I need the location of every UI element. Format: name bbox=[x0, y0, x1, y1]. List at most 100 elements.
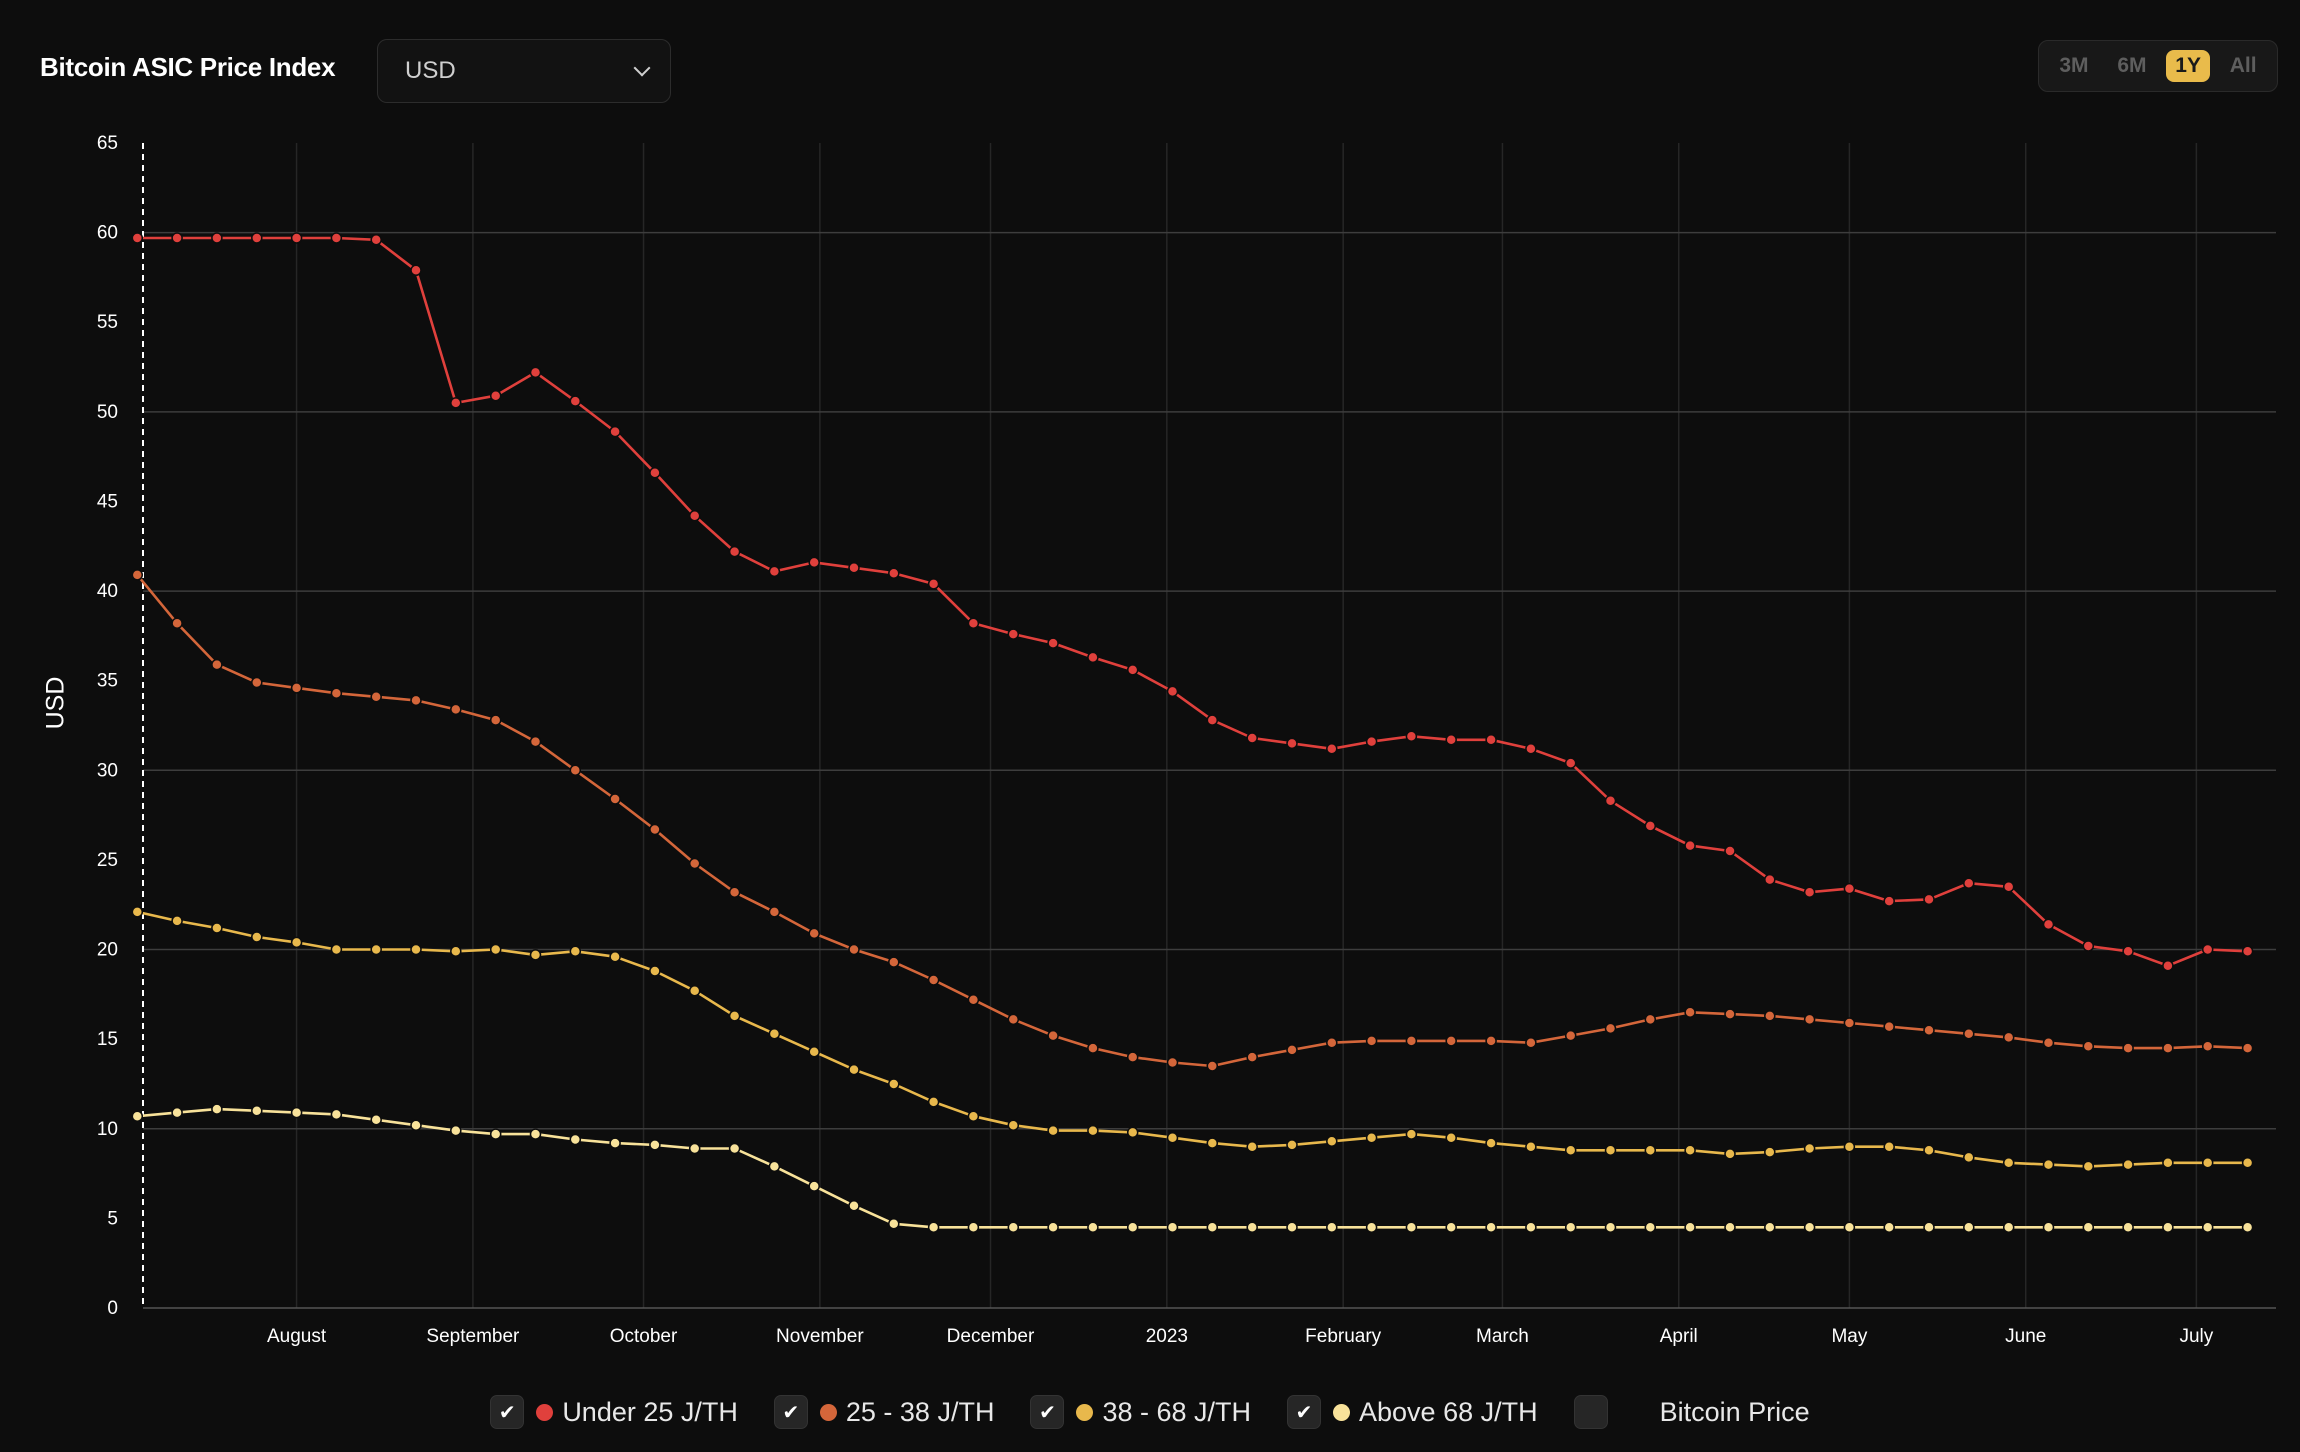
data-point[interactable] bbox=[1843, 1140, 1856, 1153]
data-point[interactable] bbox=[1604, 795, 1617, 807]
data-point[interactable] bbox=[1286, 1221, 1298, 1234]
data-point[interactable] bbox=[211, 1103, 223, 1115]
data-point[interactable] bbox=[330, 1108, 343, 1121]
data-point[interactable] bbox=[1564, 757, 1577, 769]
legend-item-25-38[interactable]: ✔ 25 - 38 J/TH bbox=[773, 1395, 994, 1429]
data-point[interactable] bbox=[569, 395, 582, 407]
data-point[interactable] bbox=[410, 1119, 422, 1131]
data-point[interactable] bbox=[211, 232, 223, 244]
data-point[interactable] bbox=[370, 943, 382, 956]
data-point[interactable] bbox=[927, 1096, 940, 1108]
data-point[interactable] bbox=[171, 915, 183, 927]
data-point[interactable] bbox=[1644, 1013, 1657, 1026]
data-point[interactable] bbox=[2042, 1158, 2055, 1171]
data-point[interactable] bbox=[2082, 1040, 2095, 1053]
data-point[interactable] bbox=[888, 1078, 900, 1090]
data-point[interactable] bbox=[1126, 664, 1139, 676]
data-point[interactable] bbox=[1007, 1013, 1020, 1026]
data-point[interactable] bbox=[768, 1160, 781, 1173]
data-point[interactable] bbox=[808, 556, 820, 569]
data-point[interactable] bbox=[1365, 1035, 1378, 1047]
range-button-1y[interactable]: 1Y bbox=[2166, 50, 2210, 82]
range-button-all[interactable]: All bbox=[2229, 54, 2257, 77]
data-point[interactable] bbox=[728, 1142, 741, 1155]
data-point[interactable] bbox=[927, 1221, 940, 1234]
data-point[interactable] bbox=[1684, 1221, 1696, 1234]
data-point[interactable] bbox=[1126, 1221, 1139, 1234]
data-point[interactable] bbox=[1047, 1124, 1059, 1137]
data-point[interactable] bbox=[370, 234, 382, 246]
data-point[interactable] bbox=[688, 985, 701, 997]
data-point[interactable] bbox=[1644, 1221, 1657, 1234]
data-point[interactable] bbox=[2162, 959, 2174, 972]
data-point[interactable] bbox=[1923, 893, 1935, 906]
data-point[interactable] bbox=[728, 886, 741, 898]
data-point[interactable] bbox=[1246, 1140, 1258, 1153]
data-point[interactable] bbox=[2002, 1221, 2015, 1234]
data-point[interactable] bbox=[768, 565, 781, 578]
data-point[interactable] bbox=[609, 425, 621, 438]
data-point[interactable] bbox=[132, 906, 144, 918]
data-point[interactable] bbox=[1206, 1221, 1219, 1234]
data-point[interactable] bbox=[370, 691, 382, 703]
data-point[interactable] bbox=[1883, 895, 1895, 907]
data-point[interactable] bbox=[728, 545, 741, 558]
data-point[interactable] bbox=[1644, 820, 1657, 832]
data-point[interactable] bbox=[808, 1180, 820, 1192]
data-point[interactable] bbox=[2122, 1042, 2134, 1054]
data-point[interactable] bbox=[1326, 1135, 1338, 1148]
data-point[interactable] bbox=[927, 974, 940, 986]
legend-item-above-68[interactable]: ✔ Above 68 J/TH bbox=[1287, 1395, 1538, 1429]
data-point[interactable] bbox=[1286, 737, 1298, 750]
data-point[interactable] bbox=[1803, 886, 1816, 898]
data-point[interactable] bbox=[1246, 1051, 1258, 1063]
data-point[interactable] bbox=[2002, 881, 2015, 893]
data-point[interactable] bbox=[2241, 1157, 2254, 1169]
data-point[interactable] bbox=[1963, 1028, 1975, 1040]
check-icon[interactable]: ✔ bbox=[1030, 1395, 1065, 1429]
check-icon[interactable]: ✔ bbox=[773, 1395, 808, 1429]
data-point[interactable] bbox=[1525, 743, 1537, 755]
data-point[interactable] bbox=[410, 943, 422, 956]
data-point[interactable] bbox=[2042, 1221, 2055, 1234]
data-point[interactable] bbox=[1166, 685, 1179, 698]
data-point[interactable] bbox=[1365, 735, 1378, 748]
data-point[interactable] bbox=[649, 467, 661, 479]
data-point[interactable] bbox=[688, 1142, 701, 1155]
data-point[interactable] bbox=[808, 927, 820, 940]
data-point[interactable] bbox=[1166, 1221, 1179, 1234]
data-point[interactable] bbox=[1405, 1221, 1418, 1234]
data-point[interactable] bbox=[1326, 743, 1338, 755]
data-point[interactable] bbox=[1286, 1139, 1298, 1151]
data-point[interactable] bbox=[2042, 918, 2055, 931]
data-point[interactable] bbox=[1405, 1035, 1418, 1047]
data-point[interactable] bbox=[728, 1010, 741, 1022]
data-point[interactable] bbox=[888, 567, 900, 579]
data-point[interactable] bbox=[848, 562, 860, 574]
data-point[interactable] bbox=[888, 1218, 900, 1230]
data-point[interactable] bbox=[1087, 1124, 1099, 1137]
data-point[interactable] bbox=[251, 931, 263, 943]
data-point[interactable] bbox=[1166, 1056, 1179, 1069]
data-point[interactable] bbox=[211, 922, 223, 934]
data-point[interactable] bbox=[1246, 732, 1258, 744]
data-point[interactable] bbox=[171, 232, 183, 244]
data-point[interactable] bbox=[1087, 1042, 1099, 1054]
data-point[interactable] bbox=[529, 1128, 542, 1140]
data-point[interactable] bbox=[1883, 1140, 1895, 1153]
checkbox-unchecked[interactable] bbox=[1573, 1395, 1608, 1429]
data-point[interactable] bbox=[1564, 1144, 1577, 1157]
data-point[interactable] bbox=[2002, 1031, 2015, 1044]
data-point[interactable] bbox=[1246, 1221, 1258, 1234]
data-point[interactable] bbox=[1445, 734, 1457, 746]
data-point[interactable] bbox=[489, 1128, 502, 1140]
data-point[interactable] bbox=[1604, 1144, 1617, 1157]
data-point[interactable] bbox=[768, 906, 781, 918]
data-point[interactable] bbox=[1007, 1221, 1020, 1234]
data-point[interactable] bbox=[1047, 1221, 1059, 1234]
data-point[interactable] bbox=[1684, 839, 1696, 852]
data-point[interactable] bbox=[1206, 1060, 1219, 1072]
data-point[interactable] bbox=[2162, 1157, 2174, 1169]
data-point[interactable] bbox=[1724, 1148, 1736, 1160]
data-point[interactable] bbox=[489, 943, 502, 956]
